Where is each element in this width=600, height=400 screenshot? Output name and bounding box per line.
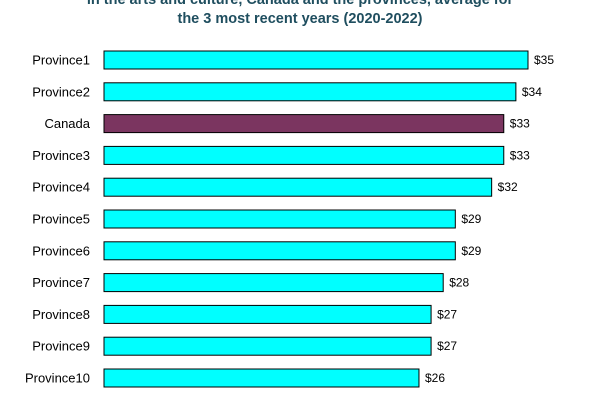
chart-title-line-2: the 3 most recent years (2020-2022) [177, 11, 423, 27]
value-label-province1: $35 [534, 53, 554, 67]
bar-province4 [103, 177, 493, 197]
bar-province2 [103, 82, 517, 102]
bar-province7 [103, 273, 444, 293]
bar-province1 [103, 50, 529, 70]
category-label-province4: Province4 [32, 180, 90, 195]
value-label-province2: $34 [522, 85, 542, 99]
bar-province3 [103, 145, 505, 165]
category-label-province2: Province2 [32, 84, 90, 99]
bar-province10 [103, 368, 420, 388]
value-label-province9: $27 [437, 339, 457, 353]
category-label-province8: Province8 [32, 307, 90, 322]
category-label-province6: Province6 [32, 243, 90, 258]
category-label-province9: Province9 [32, 339, 90, 354]
bar-province6 [103, 241, 456, 261]
chart-title-line-1: in the arts and culture, Canada and the … [86, 0, 514, 8]
value-label-province8: $27 [437, 307, 457, 321]
value-label-province5: $29 [461, 212, 481, 226]
chart-title: in the arts and culture, Canada and the … [0, 0, 600, 29]
value-label-province7: $28 [449, 276, 469, 290]
value-label-canada: $33 [510, 117, 530, 131]
value-label-province3: $33 [510, 148, 530, 162]
value-label-province4: $32 [498, 180, 518, 194]
bar-canada [103, 114, 505, 134]
bar-province5 [103, 209, 456, 229]
category-label-province10: Province10 [25, 371, 90, 386]
category-label-canada: Canada [44, 116, 90, 131]
category-label-province7: Province7 [32, 275, 90, 290]
bar-province8 [103, 304, 432, 324]
category-label-province3: Province3 [32, 148, 90, 163]
bar-province9 [103, 336, 432, 356]
category-label-province1: Province1 [32, 53, 90, 68]
value-label-province6: $29 [461, 244, 481, 258]
category-label-province5: Province5 [32, 212, 90, 227]
value-label-province10: $26 [425, 371, 445, 385]
